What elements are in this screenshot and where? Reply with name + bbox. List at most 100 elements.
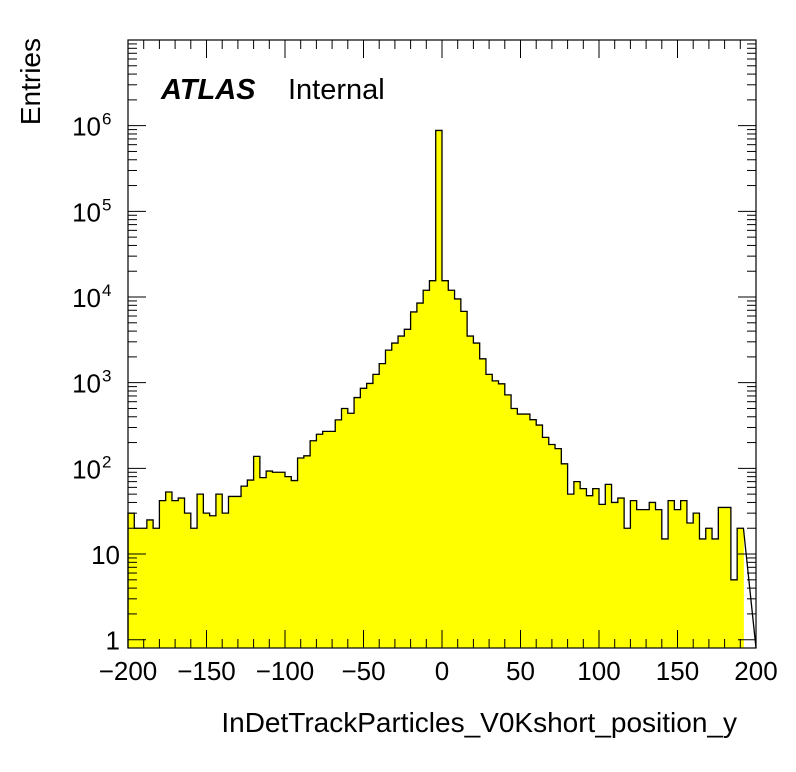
histogram-bin xyxy=(686,523,694,648)
histogram-bin xyxy=(712,538,719,648)
histogram-bin xyxy=(504,394,512,648)
histogram-bin xyxy=(442,280,449,648)
histogram-bin xyxy=(291,480,298,648)
histogram-bin xyxy=(555,448,562,648)
histogram-bin xyxy=(259,477,267,648)
histogram-bin xyxy=(385,350,393,648)
histogram-bin xyxy=(511,408,518,648)
histogram-bin xyxy=(410,311,418,648)
y-tick-label: 10 xyxy=(72,454,101,484)
histogram-bin xyxy=(347,413,355,648)
histogram-bin xyxy=(335,419,342,648)
x-axis-title: InDetTrackParticles_V0Kshort_position_y xyxy=(221,707,737,738)
internal-label: Internal xyxy=(288,74,385,106)
histogram-bin xyxy=(435,130,443,649)
y-tick-exponent: 4 xyxy=(102,281,111,300)
histogram-bin xyxy=(473,343,481,648)
histogram-bin xyxy=(209,515,217,648)
histogram-bin xyxy=(178,498,185,648)
histogram-bin xyxy=(674,509,682,648)
x-tick-label: −50 xyxy=(341,656,385,686)
histogram-bin xyxy=(285,476,292,648)
histogram-bin xyxy=(404,329,411,648)
histogram-bin xyxy=(247,480,254,648)
histogram-bin xyxy=(341,408,349,648)
histogram-bin xyxy=(699,538,707,648)
y-axis-title: Entries xyxy=(15,38,46,125)
y-tick-label: 10 xyxy=(72,112,101,142)
histogram-bin xyxy=(165,491,173,648)
y-tick-label: 10 xyxy=(91,540,120,570)
histogram-bin xyxy=(573,481,581,648)
y-tick-label: 10 xyxy=(72,283,101,313)
histogram-bin xyxy=(366,383,374,648)
histogram-bin xyxy=(680,500,688,648)
histogram-bin xyxy=(586,495,594,648)
histogram-bin xyxy=(561,463,568,648)
histogram-bin xyxy=(134,528,141,648)
histogram-bin xyxy=(718,507,725,648)
histogram-bin xyxy=(153,528,160,648)
histogram-bin xyxy=(529,419,537,648)
y-tick-label: 10 xyxy=(72,197,101,227)
x-tick-label: 150 xyxy=(656,656,699,686)
histogram-bin xyxy=(485,374,493,648)
histogram-bin xyxy=(322,431,330,648)
histogram-bin xyxy=(159,500,167,648)
histogram-bin xyxy=(542,437,550,648)
histogram-bin xyxy=(460,311,468,648)
histogram-bin xyxy=(467,336,474,648)
histogram-bin xyxy=(234,496,242,648)
histogram-bin xyxy=(278,472,286,648)
histogram-bin xyxy=(266,471,273,648)
histogram-bin xyxy=(567,494,575,648)
histogram-bin xyxy=(448,290,455,648)
histogram-bin xyxy=(705,528,713,648)
histogram-bin xyxy=(316,434,324,648)
histogram-bin xyxy=(146,519,154,648)
x-tick-label: 100 xyxy=(577,656,620,686)
histogram-bin xyxy=(730,579,738,648)
x-tick-label: −150 xyxy=(177,656,236,686)
histogram-bin xyxy=(737,528,744,648)
histogram-bin xyxy=(391,343,399,648)
histogram-bin xyxy=(479,358,487,648)
histogram-bin xyxy=(360,388,368,648)
y-tick-label: 10 xyxy=(72,369,101,399)
histogram-bin xyxy=(171,500,179,648)
histogram-bin xyxy=(253,456,261,648)
histogram-bin xyxy=(222,513,229,648)
x-tick-label: −200 xyxy=(99,656,158,686)
histogram-bin xyxy=(661,538,669,648)
histogram-bin xyxy=(636,509,644,648)
histogram-bin xyxy=(197,494,204,648)
histogram-bin xyxy=(624,528,631,648)
axis-ticks xyxy=(127,40,757,648)
histogram-bin xyxy=(416,303,424,648)
histogram-bin xyxy=(630,500,638,648)
histogram-bin xyxy=(184,513,192,648)
histogram-bin xyxy=(548,444,556,648)
histogram-bin xyxy=(649,502,656,648)
histogram-bin xyxy=(398,336,405,648)
histogram-bin xyxy=(517,414,525,648)
histogram-bin xyxy=(128,513,135,648)
histogram-bin xyxy=(523,414,531,648)
histogram-bin xyxy=(303,455,311,648)
histogram-bin xyxy=(354,397,361,648)
histogram-bin xyxy=(272,472,280,648)
histogram-bin xyxy=(429,280,437,648)
y-tick-exponent: 2 xyxy=(102,452,111,471)
histogram-bin xyxy=(190,528,198,648)
histogram-bin xyxy=(228,496,236,648)
histogram-bin xyxy=(498,383,506,648)
histogram-bin xyxy=(372,374,380,648)
histogram-bin xyxy=(492,380,499,648)
histogram-bin xyxy=(724,507,732,648)
histogram-bin xyxy=(617,498,625,648)
histogram-outline xyxy=(127,129,757,649)
x-tick-label: 0 xyxy=(435,656,449,686)
histogram-bars xyxy=(127,129,757,649)
